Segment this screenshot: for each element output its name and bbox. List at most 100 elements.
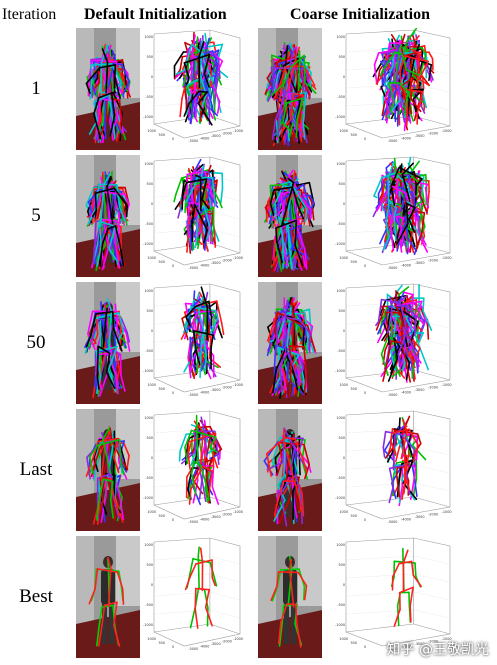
coarse-photo-overlay xyxy=(258,409,322,531)
default-initialization-header: Default Initialization xyxy=(84,6,227,23)
svg-text:500: 500 xyxy=(147,309,153,313)
svg-text:-2000: -2000 xyxy=(222,640,232,644)
svg-text:-1000: -1000 xyxy=(233,383,243,387)
svg-text:1000: 1000 xyxy=(336,35,345,39)
svg-text:-1000: -1000 xyxy=(233,637,243,641)
svg-text:-3000: -3000 xyxy=(211,134,221,138)
svg-text:1000: 1000 xyxy=(339,383,348,387)
svg-text:-500: -500 xyxy=(337,349,345,353)
svg-text:0: 0 xyxy=(364,391,366,395)
svg-text:-5000: -5000 xyxy=(388,520,398,524)
svg-text:500: 500 xyxy=(339,55,345,59)
svg-text:0: 0 xyxy=(151,329,153,333)
svg-text:500: 500 xyxy=(351,641,357,645)
svg-text:0: 0 xyxy=(172,137,174,141)
svg-text:500: 500 xyxy=(339,309,345,313)
svg-text:500: 500 xyxy=(351,514,357,518)
iteration-column-header: Iteration xyxy=(2,6,57,23)
svg-text:1000: 1000 xyxy=(339,256,348,260)
svg-text:1000: 1000 xyxy=(336,416,345,420)
svg-text:-500: -500 xyxy=(145,222,153,226)
svg-text:500: 500 xyxy=(351,260,357,264)
coarse-photo-overlay xyxy=(258,155,322,277)
svg-text:1000: 1000 xyxy=(336,289,345,293)
svg-text:-1000: -1000 xyxy=(442,383,452,387)
svg-text:-3000: -3000 xyxy=(211,642,221,646)
svg-text:-5000: -5000 xyxy=(388,393,398,397)
svg-text:0: 0 xyxy=(364,264,366,268)
svg-text:1000: 1000 xyxy=(336,162,345,166)
svg-text:1000: 1000 xyxy=(144,162,153,166)
svg-text:1000: 1000 xyxy=(147,383,156,387)
svg-text:500: 500 xyxy=(339,436,345,440)
svg-text:-5000: -5000 xyxy=(388,139,398,143)
svg-text:500: 500 xyxy=(159,260,165,264)
svg-text:-1000: -1000 xyxy=(442,129,452,133)
svg-text:-3000: -3000 xyxy=(211,515,221,519)
svg-text:0: 0 xyxy=(172,391,174,395)
svg-text:500: 500 xyxy=(339,563,345,567)
svg-text:-4000: -4000 xyxy=(401,264,411,268)
svg-text:0: 0 xyxy=(151,456,153,460)
svg-text:1000: 1000 xyxy=(339,510,348,514)
svg-text:-5000: -5000 xyxy=(188,520,198,524)
svg-text:1000: 1000 xyxy=(147,510,156,514)
svg-text:1000: 1000 xyxy=(147,256,156,260)
svg-text:-4000: -4000 xyxy=(401,391,411,395)
iteration-label: 5 xyxy=(31,205,41,226)
svg-text:-5000: -5000 xyxy=(188,139,198,143)
coarse-photo-overlay xyxy=(258,282,322,404)
svg-text:1000: 1000 xyxy=(336,543,345,547)
svg-text:-2000: -2000 xyxy=(222,132,232,136)
default-photo-overlay xyxy=(76,409,140,531)
svg-text:0: 0 xyxy=(343,75,345,79)
svg-text:-2000: -2000 xyxy=(222,259,232,263)
svg-text:-1000: -1000 xyxy=(143,496,153,500)
svg-text:-5000: -5000 xyxy=(188,647,198,651)
svg-text:-4000: -4000 xyxy=(200,518,210,522)
svg-text:1000: 1000 xyxy=(144,416,153,420)
svg-text:-3000: -3000 xyxy=(415,261,425,265)
svg-text:500: 500 xyxy=(159,387,165,391)
svg-text:1000: 1000 xyxy=(144,289,153,293)
default-photo-overlay xyxy=(76,155,140,277)
svg-text:0: 0 xyxy=(151,202,153,206)
svg-text:-500: -500 xyxy=(337,95,345,99)
svg-text:-3000: -3000 xyxy=(415,388,425,392)
svg-text:-1000: -1000 xyxy=(442,256,452,260)
watermark: 知乎 @王敬凯光 xyxy=(386,642,489,658)
svg-text:-500: -500 xyxy=(145,476,153,480)
svg-text:-3000: -3000 xyxy=(415,515,425,519)
svg-text:-4000: -4000 xyxy=(200,264,210,268)
svg-text:500: 500 xyxy=(147,563,153,567)
svg-text:500: 500 xyxy=(159,514,165,518)
svg-text:-3000: -3000 xyxy=(415,642,425,646)
coarse-photo-overlay xyxy=(258,28,322,150)
svg-text:500: 500 xyxy=(351,133,357,137)
svg-text:-1000: -1000 xyxy=(335,623,345,627)
svg-text:-1000: -1000 xyxy=(442,510,452,514)
svg-text:0: 0 xyxy=(343,456,345,460)
svg-text:-2000: -2000 xyxy=(428,513,438,517)
svg-text:-1000: -1000 xyxy=(143,115,153,119)
svg-text:-1000: -1000 xyxy=(143,623,153,627)
svg-text:500: 500 xyxy=(147,436,153,440)
svg-text:500: 500 xyxy=(159,641,165,645)
svg-text:0: 0 xyxy=(172,264,174,268)
svg-text:1000: 1000 xyxy=(144,543,153,547)
svg-text:0: 0 xyxy=(343,329,345,333)
svg-text:0: 0 xyxy=(364,137,366,141)
svg-text:-1000: -1000 xyxy=(233,129,243,133)
svg-text:-4000: -4000 xyxy=(401,518,411,522)
svg-text:500: 500 xyxy=(351,387,357,391)
svg-text:-3000: -3000 xyxy=(211,388,221,392)
